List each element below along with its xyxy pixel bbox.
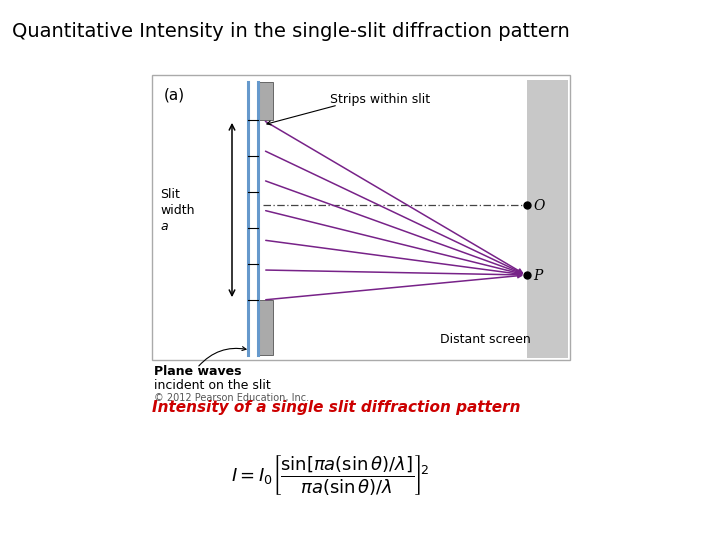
Bar [258,82,273,120]
Text: O: O [533,199,544,213]
Text: P: P [533,269,542,283]
Text: Plane waves: Plane waves [154,365,241,378]
Text: (a): (a) [164,87,185,102]
Text: Intensity of a single slit diffraction pattern: Intensity of a single slit diffraction p… [152,400,521,415]
Bar [527,80,568,358]
Text: Strips within slit: Strips within slit [330,93,430,106]
Text: a: a [160,220,168,233]
Text: incident on the slit: incident on the slit [154,379,271,392]
Bar [258,300,273,355]
Text: Distant screen: Distant screen [440,333,531,346]
Text: Slit: Slit [160,188,180,201]
Text: Quantitative Intensity in the single-slit diffraction pattern: Quantitative Intensity in the single-sli… [12,22,570,41]
Text: $I = I_0\left[\dfrac{\sin\!\left[\pi a(\sin\theta)/\lambda\right]}{\pi a(\sin\th: $I = I_0\left[\dfrac{\sin\!\left[\pi a(\… [230,453,429,497]
Text: width: width [160,204,194,217]
Text: © 2012 Pearson Education, Inc.: © 2012 Pearson Education, Inc. [154,393,309,403]
Bar [152,75,570,360]
